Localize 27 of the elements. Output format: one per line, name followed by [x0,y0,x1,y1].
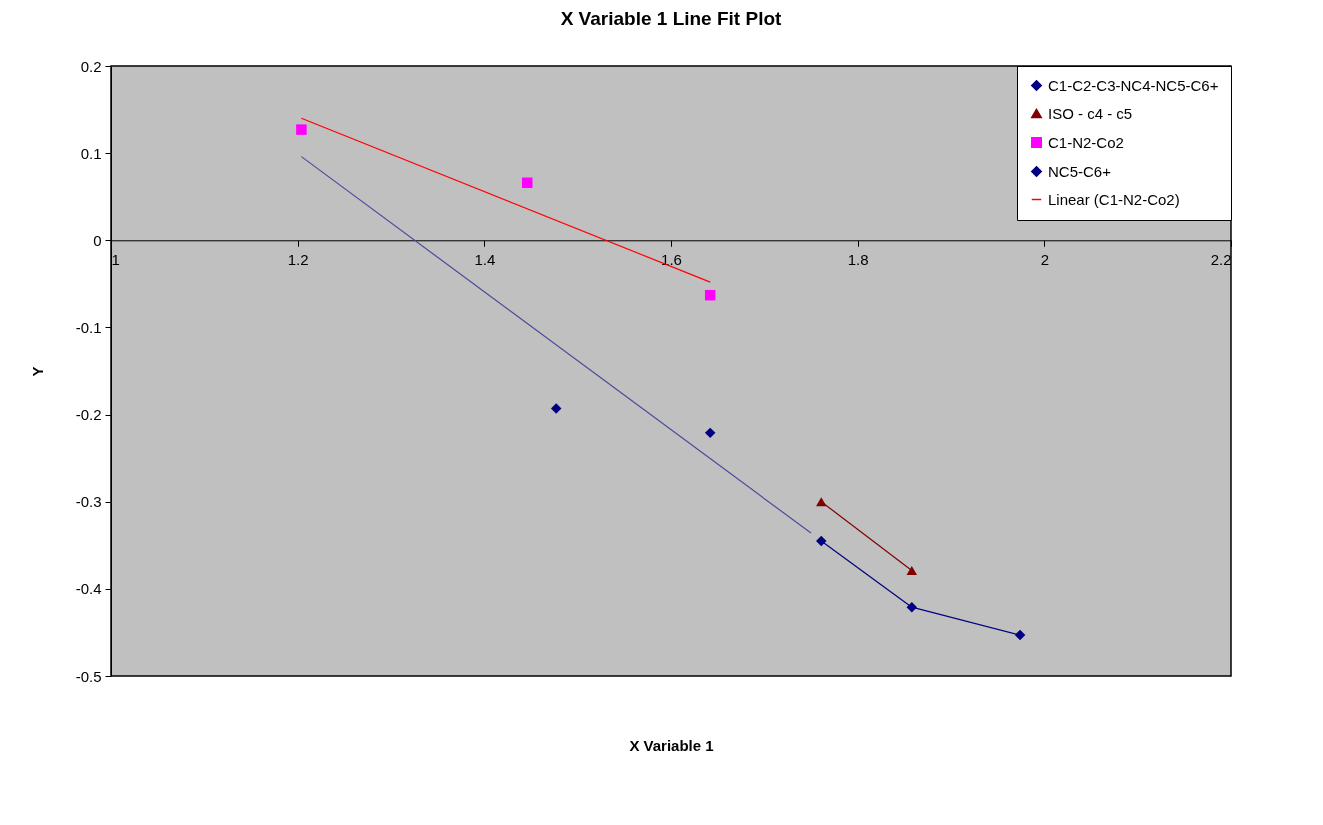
point [296,124,307,135]
y-axis-title: Y [28,366,46,377]
x-tick-label: 1.6 [661,250,682,268]
y-tick-label: -0.2 [75,406,102,424]
x-tick-label: 1 [111,250,120,268]
legend-label: C1-N2-Co2 [1048,133,1124,151]
y-tick-label: 0.1 [80,144,102,162]
legend-label: ISO - c4 - c5 [1048,104,1133,122]
x-tick-label: 1.2 [287,250,309,268]
point [704,427,716,439]
point [522,177,533,189]
legend-label: C1-C2-C3-NC4-NC5-C6+ [1048,76,1219,94]
legend-label: NC5-C6+ [1048,162,1112,180]
x-tick-label: 1.4 [474,250,496,268]
y-tick-label: -0.3 [75,493,102,511]
x-tick-label: 1.8 [847,250,869,268]
x-tick-label: 2 [1040,250,1050,268]
y-tick-label: -0.1 [75,318,102,336]
x-axis-title: X Variable 1 [629,736,714,754]
chart-title: X Variable 1 Line Fit Plot [560,8,783,29]
y-tick-label: -0.5 [75,667,102,685]
y-tick-label: 0 [93,231,102,249]
y-tick-label: -0.4 [75,580,102,598]
legend-label: Linear (C1-N2-Co2) [1048,190,1180,208]
y-tick-label: 0.2 [80,57,102,75]
point [550,403,562,414]
point [704,289,716,301]
